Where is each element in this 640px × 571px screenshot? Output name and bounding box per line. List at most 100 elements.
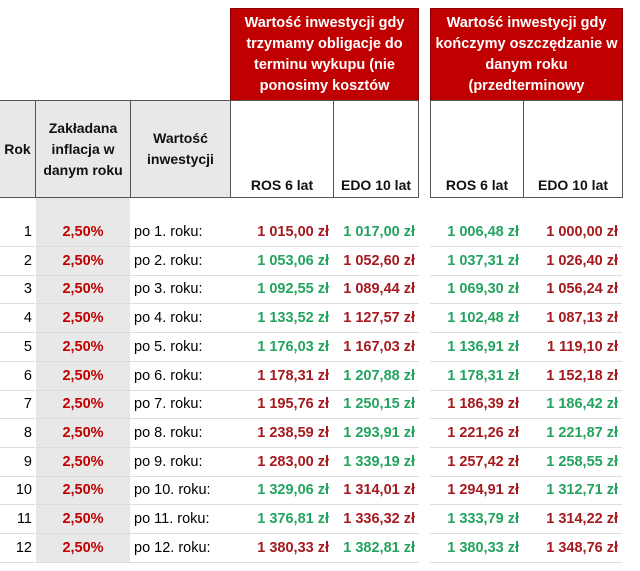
cell-ros-early: 1 037,31 zł [430,247,523,276]
cell-ros-hold: 1 176,03 zł [230,333,333,362]
header-edo-1: EDO 10 lat [333,100,419,198]
cell-rok: 5 [0,333,35,362]
header-ros-2: ROS 6 lat [430,100,524,198]
cell-edo-hold: 1 314,01 zł [333,476,419,506]
cell-edo-hold: 1 127,57 zł [333,304,419,334]
cell-label: po 8. roku: [130,419,230,448]
cell-ros-hold: 1 133,52 zł [230,304,333,334]
cell-inflacja: 2,50% [36,534,130,563]
table-row: 2 2,50% po 2. roku: 1 053,06 zł 1 052,60 zł 1… [0,247,640,276]
cell-label: po 1. roku: [130,218,230,247]
header-wartosc: Wartość inwestycji [130,100,231,198]
cell-rok: 11 [0,505,35,534]
cell-ros-hold: 1 053,06 zł [230,247,333,276]
cell-rok: 12 [0,534,35,563]
cell-ros-early: 1 102,48 zł [430,304,523,334]
cell-rok: 3 [0,275,35,305]
cell-inflacja: 2,50% [36,505,130,534]
cell-ros-early: 1 380,33 zł [430,534,523,563]
cell-edo-early: 1 186,42 zł [523,390,622,420]
cell-ros-hold: 1 092,55 zł [230,275,333,305]
cell-inflacja: 2,50% [36,304,130,334]
table-row: 11 2,50% po 11. roku: 1 376,81 zł 1 336,32 z… [0,505,640,534]
cell-edo-early: 1 312,71 zł [523,476,622,506]
cell-edo-hold: 1 293,91 zł [333,419,419,448]
cell-inflacja: 2,50% [36,275,130,305]
cell-inflacja: 2,50% [36,390,130,420]
cell-edo-hold: 1 052,60 zł [333,247,419,276]
cell-ros-hold: 1 376,81 zł [230,505,333,534]
table-row: 4 2,50% po 4. roku: 1 133,52 zł 1 127,57 zł 1… [0,304,640,334]
table-row: 6 2,50% po 6. roku: 1 178,31 zł 1 207,88 zł 1… [0,362,640,391]
cell-inflacja: 2,50% [36,218,130,247]
cell-label: po 5. roku: [130,333,230,362]
cell-ros-hold: 1 015,00 zł [230,218,333,247]
cell-rok: 7 [0,390,35,420]
cell-label: po 11. roku: [130,505,230,534]
cell-ros-hold: 1 238,59 zł [230,419,333,448]
cell-edo-early: 1 152,18 zł [523,362,622,391]
cell-edo-early: 1 026,40 zł [523,247,622,276]
cell-edo-hold: 1 017,00 zł [333,218,419,247]
cell-ros-early: 1 294,91 zł [430,476,523,506]
header-ros-1: ROS 6 lat [230,100,334,198]
cell-ros-early: 1 333,79 zł [430,505,523,534]
cell-ros-hold: 1 283,00 zł [230,448,333,477]
table-row: 1 2,50% po 1. roku: 1 015,00 zł 1 017,00 zł 1… [0,218,640,247]
cell-inflacja: 2,50% [36,476,130,506]
cell-rok: 6 [0,362,35,391]
cell-edo-hold: 1 089,44 zł [333,275,419,305]
cell-inflacja: 2,50% [36,419,130,448]
cell-edo-hold: 1 250,15 zł [333,390,419,420]
cell-ros-hold: 1 195,76 zł [230,390,333,420]
cell-rok: 1 [0,218,35,247]
table-row: 12 2,50% po 12. roku: 1 380,33 zł 1 382,81 z… [0,534,640,563]
cell-ros-early: 1 186,39 zł [430,390,523,420]
cell-edo-early: 1 221,87 zł [523,419,622,448]
cell-ros-hold: 1 380,33 zł [230,534,333,563]
cell-label: po 9. roku: [130,448,230,477]
cell-label: po 12. roku: [130,534,230,563]
cell-ros-early: 1 178,31 zł [430,362,523,391]
inflation-column-bg [36,198,130,562]
header-edo-2: EDO 10 lat [523,100,623,198]
table-row: 8 2,50% po 8. roku: 1 238,59 zł 1 293,91 zł 1… [0,419,640,448]
cell-label: po 2. roku: [130,247,230,276]
cell-label: po 4. roku: [130,304,230,334]
cell-label: po 3. roku: [130,275,230,305]
cell-edo-hold: 1 207,88 zł [333,362,419,391]
cell-rok: 9 [0,448,35,477]
table-row: 10 2,50% po 10. roku: 1 329,06 zł 1 314,01 z… [0,476,640,506]
cell-ros-hold: 1 178,31 zł [230,362,333,391]
cell-edo-hold: 1 339,19 zł [333,448,419,477]
cell-edo-early: 1 000,00 zł [523,218,622,247]
cell-rok: 4 [0,304,35,334]
cell-edo-early: 1 314,22 zł [523,505,622,534]
table-row: 5 2,50% po 5. roku: 1 176,03 zł 1 167,03 zł 1… [0,333,640,362]
cell-label: po 6. roku: [130,362,230,391]
cell-edo-early: 1 348,76 zł [523,534,622,563]
cell-rok: 10 [0,476,35,506]
cell-ros-early: 1 136,91 zł [430,333,523,362]
table-row: 3 2,50% po 3. roku: 1 092,55 zł 1 089,44 zł 1… [0,275,640,305]
cell-edo-early: 1 258,55 zł [523,448,622,477]
cell-rok: 8 [0,419,35,448]
cell-edo-early: 1 056,24 zł [523,275,622,305]
cell-edo-early: 1 087,13 zł [523,304,622,334]
table-row: 7 2,50% po 7. roku: 1 195,76 zł 1 250,15 zł 1… [0,390,640,420]
cell-ros-early: 1 221,26 zł [430,419,523,448]
cell-ros-early: 1 006,48 zł [430,218,523,247]
cell-ros-early: 1 069,30 zł [430,275,523,305]
cell-edo-early: 1 119,10 zł [523,333,622,362]
cell-rok: 2 [0,247,35,276]
cell-ros-early: 1 257,42 zł [430,448,523,477]
group-header-early-redemption: Wartość inwestycji gdy kończymy oszczędz… [430,8,623,101]
cell-inflacja: 2,50% [36,448,130,477]
cell-label: po 10. roku: [130,476,230,506]
cell-inflacja: 2,50% [36,247,130,276]
group-header-hold-to-maturity: Wartość inwestycji gdy trzymamy obligacj… [230,8,419,101]
cell-edo-hold: 1 167,03 zł [333,333,419,362]
cell-label: po 7. roku: [130,390,230,420]
cell-inflacja: 2,50% [36,333,130,362]
header-inflacja: Zakładana inflacja w danym roku [35,100,131,198]
